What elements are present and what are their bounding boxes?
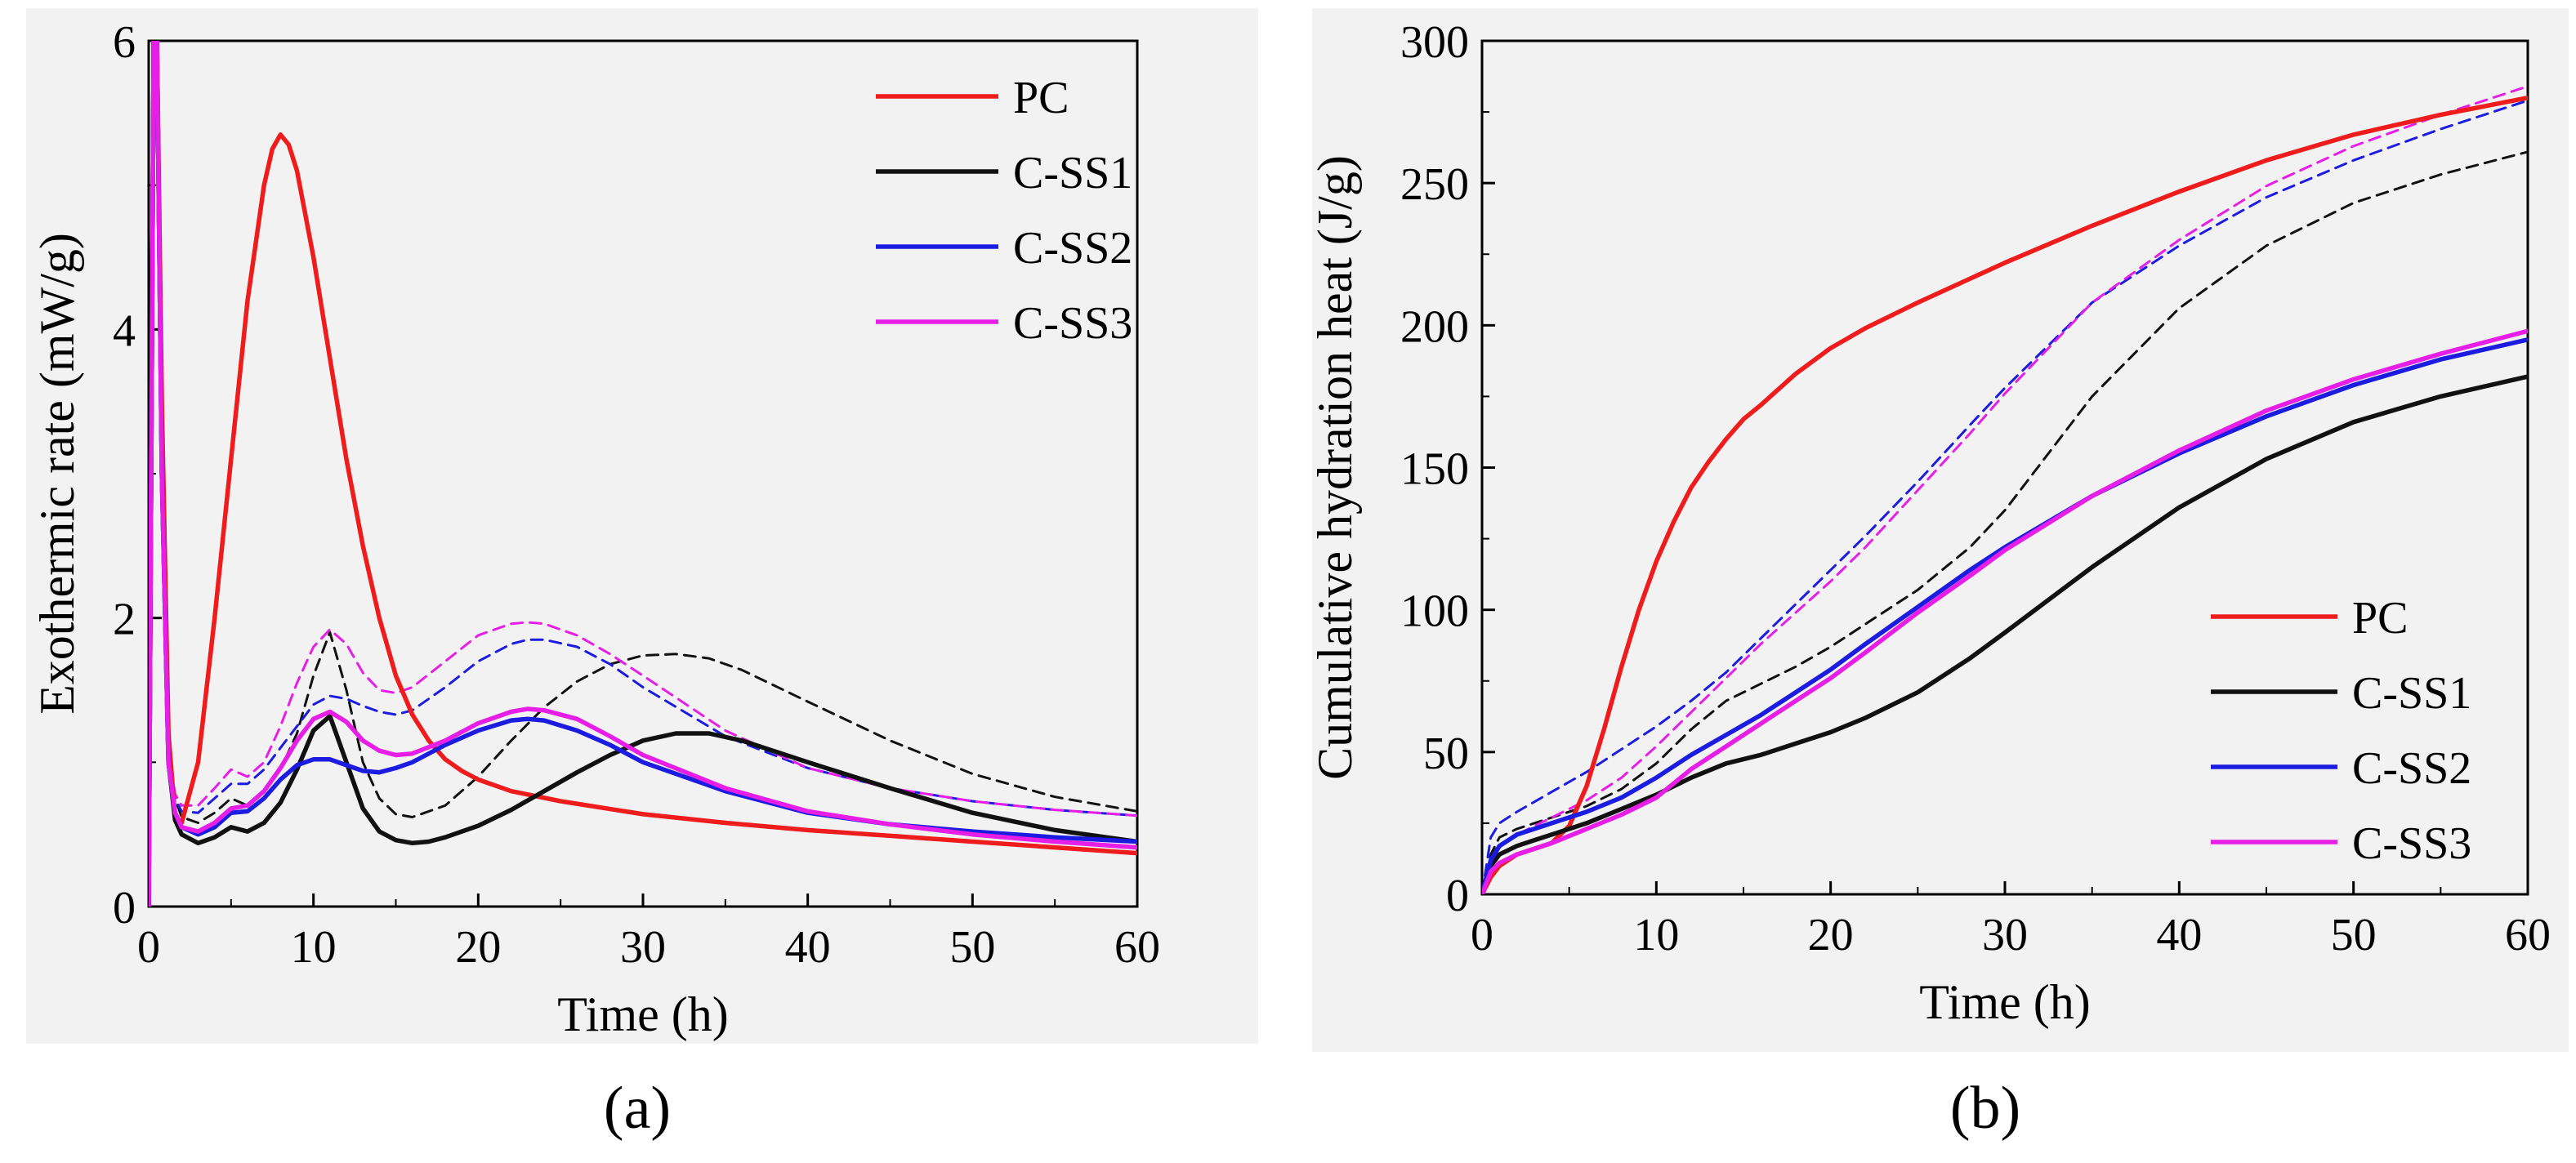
y-axis-label: Exothermic rate (mW/g) — [30, 233, 84, 715]
x-tick-label: 10 — [1633, 910, 1679, 960]
y-tick-label: 0 — [113, 883, 136, 934]
caption-b: (b) — [1949, 1075, 2021, 1142]
series-line-c-ss3 — [1482, 328, 2528, 894]
y-tick-label: 100 — [1400, 586, 1469, 637]
series-line-c-ss1-dashed — [1482, 150, 2528, 894]
y-tick-label: 0 — [1446, 871, 1469, 921]
x-tick-label: 0 — [137, 922, 160, 973]
series-line-c-ss1-dashed — [149, 41, 1137, 907]
y-tick-label: 250 — [1400, 159, 1469, 210]
series-line-c-ss3 — [149, 41, 1137, 907]
x-tick-label: 40 — [2156, 910, 2202, 960]
legend-label: C-SS1 — [1013, 148, 1132, 198]
series-line-c-ss3-dashed — [149, 41, 1137, 907]
x-tick-label: 50 — [949, 922, 995, 973]
legend-label: C-SS3 — [2352, 818, 2471, 869]
legend-label: PC — [2352, 593, 2409, 644]
x-tick-label: 50 — [2331, 910, 2377, 960]
x-tick-label: 40 — [785, 922, 831, 973]
panel-a: 0 10 20 30 40 50 60 0 2 4 6 Time (h) Exothermic rate… — [26, 8, 1258, 1044]
y-tick-label: 200 — [1400, 301, 1469, 352]
x-tick-label: 0 — [1471, 910, 1493, 960]
panel-b: 0 10 20 30 40 50 60 0 50 100 150 200 250 300 Time (h) C… — [1312, 8, 2569, 1052]
x-axis-label: Time (h) — [1919, 975, 2090, 1029]
series-line-c-ss1 — [149, 41, 1137, 907]
y-tick-label: 50 — [1423, 729, 1469, 779]
legend-label: C-SS2 — [1013, 223, 1132, 274]
y-axis-label: Cumulative hydration heat (J/g) — [1312, 155, 1362, 780]
y-tick-label: 6 — [113, 17, 136, 68]
x-tick-label: 10 — [291, 922, 337, 973]
legend-label: C-SS3 — [1013, 298, 1132, 349]
series-line-c-ss2 — [1482, 337, 2528, 894]
y-tick-label: 4 — [113, 305, 136, 356]
x-axis-label: Time (h) — [557, 987, 728, 1041]
series-line-c-ss2-dashed — [149, 41, 1137, 907]
series-line-c-ss3-dashed — [1482, 85, 2528, 894]
x-tick-label: 20 — [1808, 910, 1854, 960]
y-tick-label: 150 — [1400, 444, 1469, 495]
x-tick-label: 30 — [1982, 910, 2028, 960]
caption-a: (a) — [603, 1075, 672, 1142]
y-tick-label: 300 — [1400, 17, 1469, 68]
x-tick-label: 20 — [455, 922, 501, 973]
legend-label: C-SS1 — [2352, 668, 2471, 719]
x-tick-label: 60 — [2505, 910, 2551, 960]
x-tick-label: 60 — [1114, 922, 1160, 973]
series-line-c-ss2-dashed — [1482, 99, 2528, 894]
chart-a: 0 10 20 30 40 50 60 0 2 4 6 Time (h) Exothermic rate… — [30, 17, 1160, 1041]
y-tick-label: 2 — [113, 595, 136, 645]
series-line-c-ss1 — [1482, 374, 2528, 894]
legend-label: PC — [1013, 73, 1069, 123]
legend-label: C-SS2 — [2352, 743, 2471, 794]
chart-b: 0 10 20 30 40 50 60 0 50 100 150 200 250 300 Time (h) C… — [1312, 17, 2551, 1029]
x-tick-label: 30 — [620, 922, 666, 973]
